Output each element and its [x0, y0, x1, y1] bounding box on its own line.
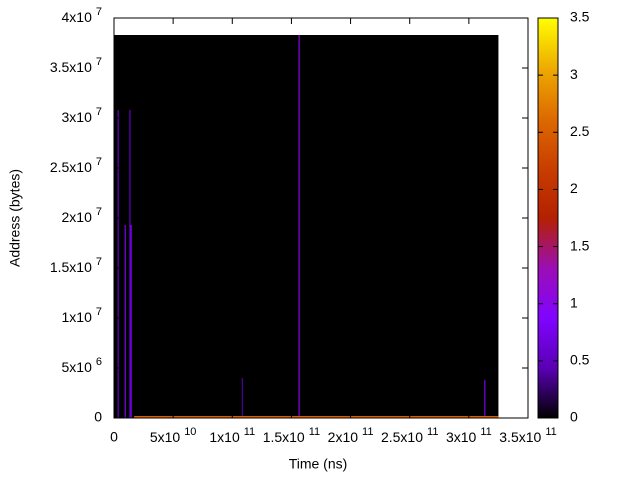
y-tick-label: 3.5x10 7 [50, 56, 102, 75]
tick-exponent: 7 [96, 206, 102, 218]
heatmap-cell [117, 110, 119, 418]
x-tick-label: 2.5x10 11 [381, 426, 438, 445]
tick-exponent: 6 [96, 356, 102, 368]
tick-exponent: 11 [244, 426, 255, 438]
heatmap-cell [114, 35, 499, 418]
y-tick-label: 0 [94, 409, 102, 425]
y-tick-label: 2.5x10 7 [50, 156, 102, 175]
colorbar-tick-label: 1 [570, 294, 578, 310]
y-tick-label: 1.5x10 7 [50, 256, 102, 275]
heatmap-cell [241, 378, 243, 418]
x-tick-label: 2x10 11 [328, 426, 374, 445]
colorbar-tick-label: 3.5 [570, 9, 590, 25]
heatmap-cell [124, 225, 126, 418]
tick-mantissa: 1x10 [209, 429, 240, 445]
tick-mantissa: 2x10 [62, 209, 93, 225]
x-tick-label: 1.5x10 11 [263, 426, 320, 445]
y-axis-label: Address (bytes) [7, 169, 23, 267]
colorbar-tick-label: 3 [570, 66, 578, 82]
x-tick-label: 0 [110, 429, 118, 445]
tick-exponent: 7 [96, 156, 102, 168]
colorbar-tick-label: 0.5 [570, 352, 590, 368]
y-tick-label: 5x10 6 [62, 356, 102, 375]
x-tick-label: 1x10 11 [209, 426, 255, 445]
tick-mantissa: 3x10 [62, 109, 93, 125]
tick-exponent: 11 [309, 426, 320, 438]
tick-exponent: 11 [427, 426, 438, 438]
y-tick-label: 2x10 7 [62, 206, 102, 225]
tick-mantissa: 1x10 [62, 309, 93, 325]
colorbar-tick-label: 1.5 [570, 237, 590, 253]
tick-exponent: 7 [96, 6, 102, 18]
tick-mantissa: 4x10 [62, 9, 93, 25]
tick-exponent: 11 [545, 426, 556, 438]
x-tick-label: 5x10 10 [150, 426, 197, 445]
heatmap-cell [298, 35, 300, 418]
tick-exponent: 11 [480, 426, 491, 438]
heatmap-cell [134, 416, 499, 418]
tick-mantissa: 1.5x10 [263, 429, 305, 445]
colorbar-tick-label: 2 [570, 180, 578, 196]
colorbar-tick-label: 0 [570, 409, 578, 425]
x-tick-label: 3x10 11 [446, 426, 492, 445]
x-tick-label: 3.5x10 11 [499, 426, 556, 445]
colorbar-tick-label: 2.5 [570, 123, 590, 139]
y-tick-label: 3x10 7 [62, 106, 102, 125]
tick-exponent: 7 [96, 56, 102, 68]
tick-exponent: 7 [96, 106, 102, 118]
tick-mantissa: 1.5x10 [50, 259, 92, 275]
y-tick-label: 1x10 7 [62, 306, 102, 325]
tick-exponent: 7 [96, 306, 102, 318]
tick-mantissa: 5x10 [150, 429, 181, 445]
y-tick-label: 4x10 7 [62, 6, 102, 25]
tick-exponent: 11 [362, 426, 373, 438]
colorbar [537, 17, 559, 419]
tick-mantissa: 5x10 [62, 359, 93, 375]
tick-mantissa: 2x10 [328, 429, 359, 445]
tick-mantissa: 3.5x10 [499, 429, 541, 445]
heatmap-cell [130, 225, 132, 418]
tick-mantissa: 2.5x10 [50, 159, 92, 175]
tick-exponent: 10 [184, 426, 196, 438]
x-axis-label: Time (ns) [289, 456, 348, 472]
heatmap-cell [484, 380, 486, 418]
tick-exponent: 7 [96, 256, 102, 268]
tick-mantissa: 2.5x10 [381, 429, 423, 445]
tick-mantissa: 3.5x10 [50, 59, 92, 75]
heatmap-cell [129, 110, 131, 418]
tick-mantissa: 3x10 [446, 429, 477, 445]
